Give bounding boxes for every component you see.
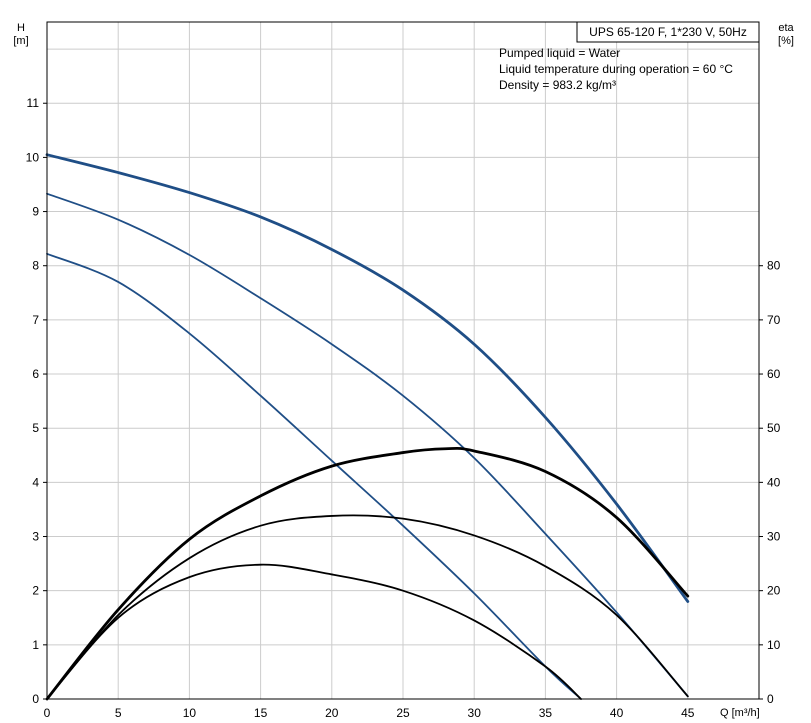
y-right-tick-label: 20 (767, 584, 781, 598)
y-left-tick-label: 8 (32, 259, 39, 273)
y-left-tick-label: 6 (32, 367, 39, 381)
tick-labels: 0 5 10 15 20 25 30 35 40 450123456789101101020304… (26, 96, 781, 720)
x-axis-label: Q [m³/h] (720, 707, 760, 719)
y-right-tick-label: 10 (767, 638, 781, 652)
y-left-tick-label: 7 (32, 313, 39, 327)
condition-pumped-liquid: Pumped liquid = Water (499, 46, 620, 60)
head-curve-1 (46, 192, 689, 698)
y-right-tick-label: 60 (767, 367, 781, 381)
x-tick-label: 45 (681, 706, 695, 720)
x-tick-label: 0 (44, 706, 51, 720)
y-left-tick-label: 5 (32, 421, 39, 435)
y-right-unit: [%] (778, 35, 794, 47)
x-tick-label: 35 (539, 706, 553, 720)
y-left-tick-label: 9 (32, 205, 39, 219)
y-left-tick-label: 0 (32, 692, 39, 706)
title-box (576, 21, 760, 43)
condition-density: Density = 983.2 kg/m³ (499, 78, 616, 92)
y-right-label: eta (778, 22, 794, 34)
y-right-tick-label: 50 (767, 421, 781, 435)
y-right-tick-label: 0 (767, 692, 774, 706)
chart-title: UPS 65-120 F, 1*230 V, 50Hz (589, 25, 747, 39)
efficiency-curve-5 (46, 563, 582, 700)
y-left-tick-label: 1 (32, 638, 39, 652)
plot-frame (46, 21, 760, 700)
x-tick-label: 40 (610, 706, 624, 720)
y-left-tick-label: 11 (27, 96, 40, 110)
efficiency-curve-3 (45, 446, 690, 701)
y-left-unit: [m] (13, 35, 28, 47)
x-tick-label: 20 (325, 706, 339, 720)
x-tick-label: 25 (396, 706, 410, 720)
y-right-tick-label: 40 (767, 475, 781, 489)
curves (45, 153, 690, 701)
x-tick-label: 30 (468, 706, 482, 720)
grid-lines (47, 22, 759, 699)
y-left-label: H (17, 22, 25, 34)
y-left-tick-label: 4 (32, 475, 39, 489)
y-left-tick-label: 2 (32, 584, 39, 598)
condition-temperature: Liquid temperature during operation = 60… (499, 62, 733, 76)
x-tick-label: 15 (254, 706, 268, 720)
y-right-tick-label: 30 (767, 530, 781, 544)
head-curve-2 (46, 252, 582, 700)
head-curve-0 (45, 153, 690, 603)
y-left-tick-label: 3 (32, 530, 39, 544)
y-right-tick-label: 80 (767, 259, 781, 273)
y-left-tick-label: 10 (26, 150, 40, 164)
x-tick-label: 10 (183, 706, 197, 720)
x-tick-label: 5 (115, 706, 122, 720)
y-right-tick-label: 70 (767, 313, 781, 327)
efficiency-curve-4 (46, 514, 689, 700)
